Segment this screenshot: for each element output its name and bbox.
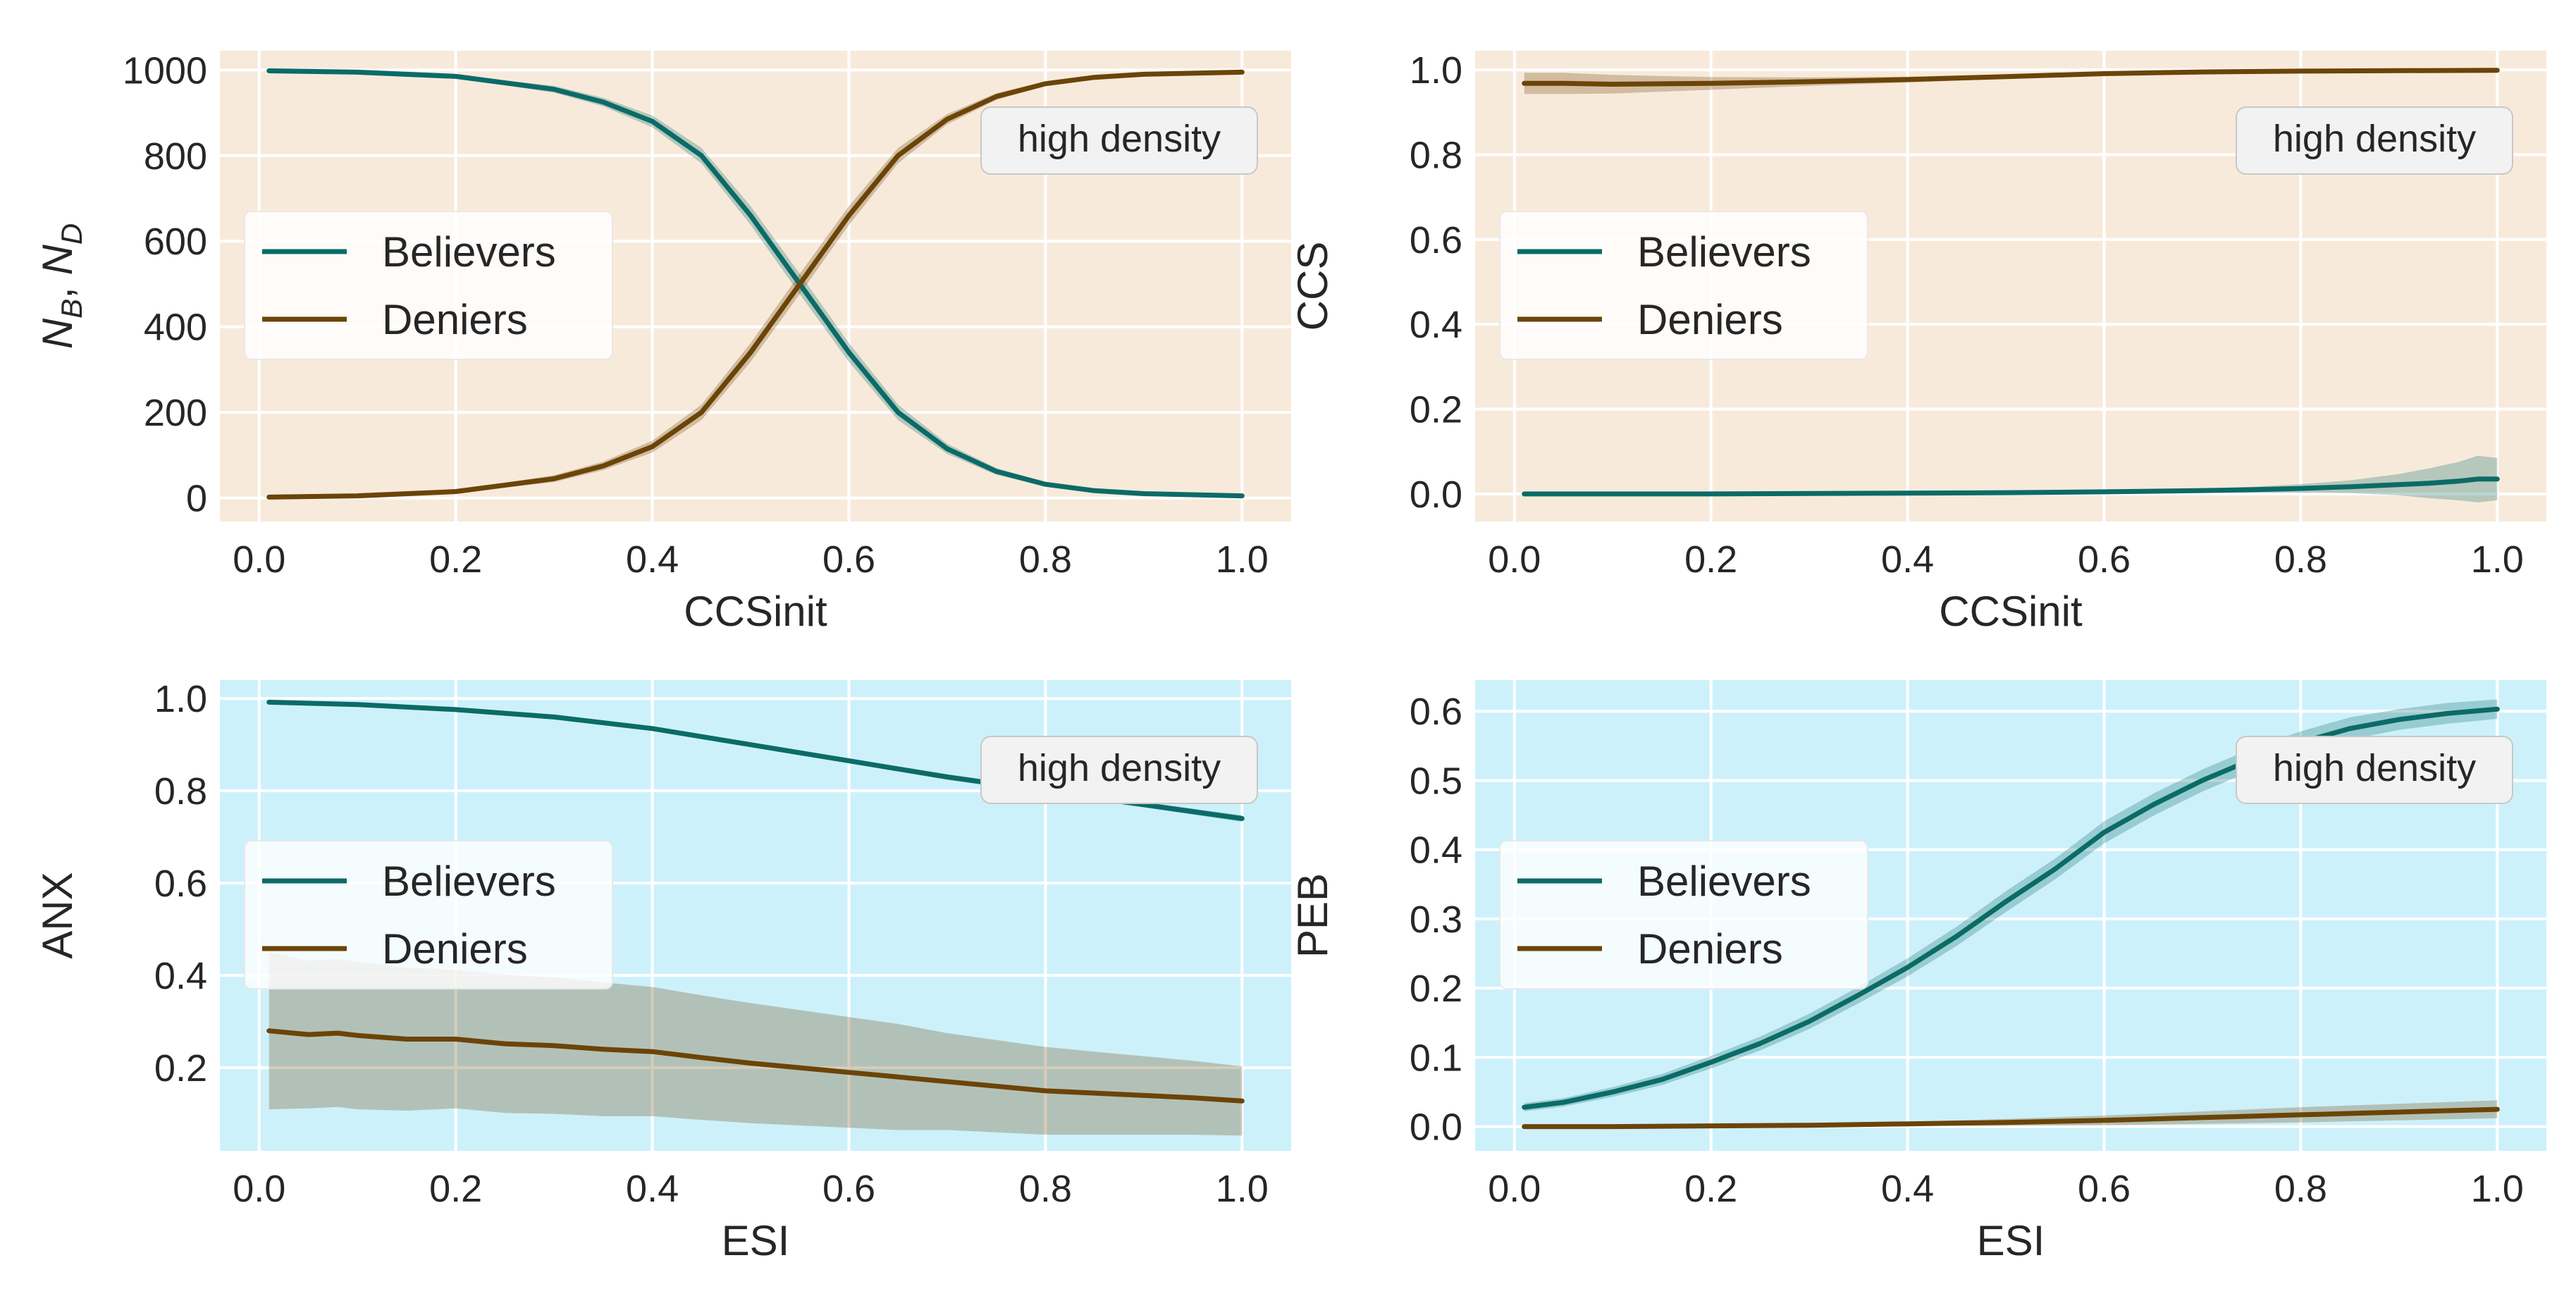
x-axis-label: CCSinit [1939, 588, 2083, 635]
legend-box [1499, 840, 1868, 989]
x-tick-label: 0.8 [2274, 1168, 2327, 1210]
y-tick-label: 0.8 [1410, 134, 1462, 176]
x-tick-label: 0.2 [429, 1168, 482, 1210]
band-believers [1524, 699, 2498, 1111]
x-tick-label: 0.2 [429, 538, 482, 581]
annotation-text: high density [1018, 747, 1221, 789]
panel-bottom-left: 0.0 0.2 0.4 0.6 0.8 1.0 0.2 0.4 0.6 0.8 1.0 ESI ANX B… [34, 678, 1291, 1264]
legend-label-believers: Believers [382, 228, 556, 276]
line-believers [1522, 706, 2500, 1110]
x-tick-label: 0.4 [626, 1168, 679, 1210]
y-tick-label: 0.4 [1410, 304, 1462, 346]
y-tick-label: 1.0 [1410, 49, 1462, 92]
y-tick-label: 0.6 [1410, 219, 1462, 261]
y-axis-label: NB, ND [34, 223, 88, 349]
x-tick-label: 0.0 [1488, 538, 1541, 581]
line-deniers [1522, 1106, 2500, 1130]
x-tick-label: 0.6 [2078, 538, 2131, 581]
x-tick-label: 1.0 [2471, 1168, 2524, 1210]
x-tick-label: 0.0 [233, 1168, 285, 1210]
annotation-box [2236, 736, 2513, 804]
y-tick-label: 0.0 [1410, 1106, 1462, 1149]
legend-label-deniers: Deniers [382, 925, 528, 973]
y-tick-label: 0.8 [154, 770, 207, 813]
line-believers [1522, 476, 2500, 497]
x-tick-label: 0.6 [2078, 1168, 2131, 1210]
y-tick-label: 0.2 [154, 1047, 207, 1090]
legend-box [244, 211, 613, 360]
y-tick-label: 0.6 [1410, 691, 1462, 733]
y-tick-label: 0.4 [154, 955, 207, 997]
y-tick-label: 0.5 [1410, 760, 1462, 802]
legend-label-believers: Believers [1637, 858, 1811, 905]
x-tick-label: 0.4 [1881, 538, 1934, 581]
legend-label-believers: Believers [1637, 228, 1811, 276]
y-axis-label: PEB [1289, 873, 1336, 958]
y-tick-label: 0.6 [154, 863, 207, 905]
x-tick-label: 0.4 [1881, 1168, 1934, 1210]
annotation-box [980, 106, 1258, 175]
x-tick-label: 0.2 [1684, 538, 1737, 581]
y-tick-label: 0.4 [1410, 829, 1462, 872]
annotation-box [2236, 106, 2513, 175]
legend-box [1499, 211, 1868, 360]
x-tick-label: 0.6 [822, 1168, 875, 1210]
line-deniers [1522, 68, 2500, 87]
y-tick-label: 1000 [123, 49, 207, 92]
y-tick-label: 0.2 [1410, 389, 1462, 431]
annotation-text: high density [2273, 118, 2476, 160]
legend-label-deniers: Deniers [1637, 296, 1783, 343]
x-axis-label: ESI [722, 1217, 790, 1264]
panel-bottom-right: 0.0 0.2 0.4 0.6 0.8 1.0 0.0 0.1 0.2 0.3 0.4 0.5 0.6 E… [1289, 680, 2546, 1264]
x-tick-label: 0.8 [1019, 1168, 1072, 1210]
x-axis-label: ESI [1977, 1217, 2045, 1264]
y-tick-label: 600 [144, 221, 207, 263]
y-tick-label: 0.2 [1410, 968, 1462, 1010]
y-tick-label: 0.0 [1410, 474, 1462, 516]
x-tick-label: 1.0 [1216, 538, 1269, 581]
band-deniers [1524, 1100, 2498, 1127]
annotation-box [980, 736, 1258, 804]
x-tick-label: 0.4 [626, 538, 679, 581]
line-deniers [266, 69, 1245, 500]
legend-box [244, 840, 613, 989]
annotation-text: high density [2273, 747, 2476, 789]
x-tick-label: 0.6 [822, 538, 875, 581]
y-tick-label: 400 [144, 307, 207, 349]
legend-label-deniers: Deniers [1637, 925, 1783, 973]
x-tick-label: 1.0 [2471, 538, 2524, 581]
y-axis-label: CCS [1289, 242, 1336, 331]
line-deniers [266, 1028, 1245, 1104]
x-tick-label: 0.0 [1488, 1168, 1541, 1210]
panel-top-right: 0.0 0.2 0.4 0.6 0.8 1.0 0.0 0.2 0.4 0.6 0.8 1.0 CCSi… [1289, 49, 2546, 635]
x-tick-label: 1.0 [1216, 1168, 1269, 1210]
legend-label-deniers: Deniers [382, 296, 528, 343]
y-axis-label: ANX [34, 872, 81, 958]
band-deniers [269, 952, 1243, 1136]
x-tick-label: 0.0 [233, 538, 285, 581]
y-tick-label: 1.0 [154, 678, 207, 720]
y-tick-label: 800 [144, 135, 207, 178]
x-tick-label: 0.2 [1684, 1168, 1737, 1210]
annotation-text: high density [1018, 118, 1221, 160]
y-tick-label: 0.1 [1410, 1037, 1462, 1079]
y-tick-label: 0 [186, 478, 207, 520]
y-tick-label: 200 [144, 392, 207, 434]
x-axis-label: CCSinit [684, 588, 827, 635]
panel-top-left: 0.0 0.2 0.4 0.6 0.8 1.0 0 200 400 600 800 1000 CCSin… [34, 49, 1291, 635]
x-tick-label: 0.8 [2274, 538, 2327, 581]
y-tick-label: 0.3 [1410, 899, 1462, 941]
legend-label-believers: Believers [382, 858, 556, 905]
x-tick-label: 0.8 [1019, 538, 1072, 581]
